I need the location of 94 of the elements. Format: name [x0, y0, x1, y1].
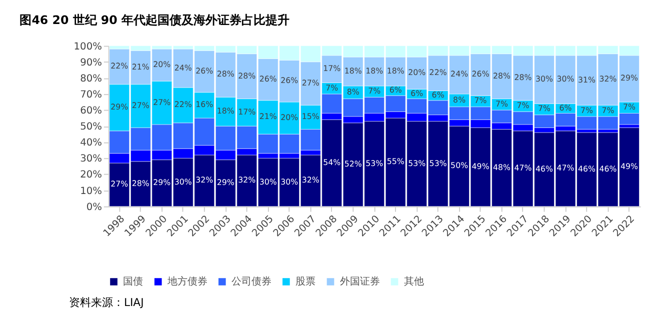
data-label: 32% [196, 176, 214, 185]
data-label: 24% [174, 63, 192, 72]
data-label: 27% [153, 98, 172, 107]
data-label: 30% [536, 74, 554, 84]
data-label: 28% [493, 71, 512, 80]
data-label: 49% [620, 162, 639, 172]
data-label: 7% [538, 104, 552, 114]
data-label: 29% [110, 102, 129, 112]
data-label: 18% [366, 66, 384, 76]
data-label: 29% [153, 178, 172, 188]
data-label: 21% [132, 62, 150, 72]
data-label: 27% [302, 78, 320, 88]
data-label: 18% [386, 66, 405, 76]
legend-label: 其他 [404, 276, 424, 288]
data-label: 6% [559, 103, 572, 112]
data-label: 30% [556, 74, 575, 84]
data-label: 20% [408, 68, 426, 78]
data-label: 27% [132, 100, 150, 110]
legend-label: 外国证券 [340, 276, 380, 288]
legend-label: 国债 [123, 276, 144, 288]
data-label: 7% [623, 102, 636, 112]
legend-label: 地方债券 [166, 276, 208, 288]
data-label: 7% [580, 106, 594, 115]
data-label: 30% [259, 177, 278, 186]
data-label: 7% [516, 100, 530, 110]
y-tick-label: 30% [80, 154, 102, 165]
data-label: 32% [238, 176, 256, 185]
data-label: 52% [344, 160, 362, 169]
y-tick-label: 40% [80, 138, 102, 149]
data-label: 7% [474, 96, 488, 106]
data-label: 26% [259, 74, 278, 84]
data-label: 16% [196, 100, 214, 110]
data-label: 50% [450, 161, 469, 170]
data-label: 30% [280, 177, 299, 186]
data-label: 6% [410, 88, 424, 98]
data-label: 6% [432, 90, 445, 100]
data-label: 17% [238, 107, 256, 116]
data-label: 26% [196, 66, 214, 76]
data-label: 22% [429, 68, 448, 78]
data-label: 27% [110, 180, 129, 189]
y-tick-label: 0% [86, 202, 102, 213]
data-label: 17% [323, 64, 342, 74]
data-label: 29% [620, 74, 639, 83]
y-tick-label: 10% [80, 186, 102, 197]
data-label: 7% [368, 86, 382, 96]
data-label: 8% [453, 95, 466, 104]
data-label: 48% [493, 162, 512, 172]
data-label: 55% [386, 157, 405, 166]
data-label: 18% [216, 106, 235, 116]
data-label: 30% [174, 177, 192, 186]
legend-label: 股票 [296, 276, 316, 288]
y-tick-label: 90% [80, 57, 102, 68]
y-tick-label: 60% [80, 105, 102, 116]
data-label: 28% [132, 178, 150, 188]
data-label: 32% [599, 74, 618, 84]
data-label: 29% [216, 178, 235, 188]
legend-label: 公司债券 [231, 276, 272, 288]
data-label: 47% [556, 164, 575, 173]
chart-title: 图46 20 世纪 90 年代起国债及海外证券占比提升 [20, 13, 290, 28]
data-label: 20% [280, 113, 299, 122]
data-label: 26% [280, 76, 299, 86]
data-label: 46% [578, 164, 596, 174]
data-label: 7% [496, 99, 509, 108]
data-label: 46% [536, 164, 554, 174]
data-label: 28% [238, 71, 256, 80]
data-label: 54% [323, 158, 342, 167]
data-label: 47% [514, 164, 532, 173]
text: 资料来源：LIAJ [68, 296, 144, 309]
data-label: 20% [153, 60, 172, 70]
data-label: 53% [408, 158, 426, 168]
data-label: 53% [366, 158, 384, 168]
data-label: 53% [429, 158, 448, 168]
y-tick-label: 80% [80, 73, 102, 84]
data-label: 46% [599, 164, 618, 174]
y-tick-label: 70% [80, 89, 102, 100]
data-label: 49% [472, 162, 490, 172]
data-label: 18% [344, 66, 362, 76]
y-tick-label: 50% [80, 122, 102, 133]
data-label: 22% [110, 62, 129, 71]
data-label: 7% [602, 106, 615, 115]
data-label: 22% [174, 100, 192, 110]
data-label: 32% [302, 176, 320, 185]
y-tick-label: 100% [74, 41, 102, 52]
data-label: 7% [326, 83, 339, 92]
data-label: 8% [346, 87, 360, 96]
data-label: 26% [472, 70, 490, 79]
data-label: 24% [450, 70, 469, 79]
data-label: 6% [389, 86, 402, 95]
data-label: 28% [216, 70, 235, 79]
data-label: 21% [259, 112, 278, 122]
data-label: 28% [514, 72, 532, 82]
data-label: 15% [302, 112, 320, 122]
data-label: 31% [578, 75, 596, 84]
y-tick-label: 20% [80, 170, 102, 181]
